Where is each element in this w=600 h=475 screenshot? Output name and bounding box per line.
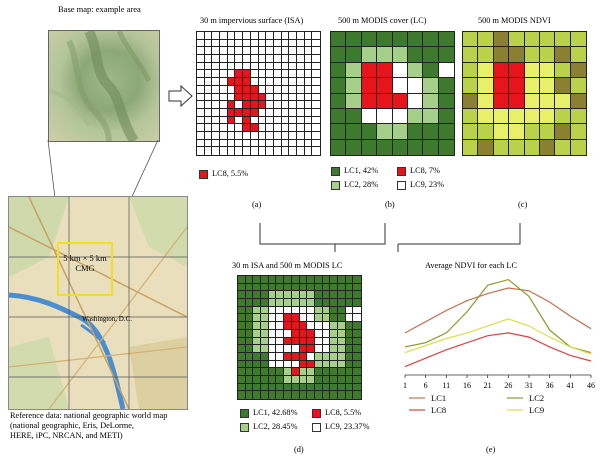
base-map-title: Base map: example area xyxy=(58,4,141,14)
lc8-swatch xyxy=(199,170,208,179)
panel-d-legend-lc9: LC9, 23.37% xyxy=(312,423,369,432)
panel-b-letter: (b) xyxy=(385,200,395,209)
x-tick-label: 26 xyxy=(504,381,512,390)
x-tick-label: 1 xyxy=(403,381,407,390)
panel-b-legend-lc2: LC2, 28% xyxy=(331,181,378,190)
map-features xyxy=(9,197,187,409)
panel-b-title: 500 m MODIS cover (LC) xyxy=(338,16,427,25)
panel-e-letter: (e) xyxy=(486,445,496,454)
series-line-lc2 xyxy=(404,278,592,354)
reference-map xyxy=(8,196,188,410)
x-tick-label: 46 xyxy=(587,381,595,390)
legend-label-lc1: LC1 xyxy=(431,393,446,403)
panel-c-letter: (c) xyxy=(518,200,528,209)
modis-lc-grid xyxy=(330,31,455,156)
city-label: Washington, D.C. xyxy=(82,315,132,323)
terrain-shading xyxy=(49,31,152,141)
panel-d-letter: (d) xyxy=(294,445,304,454)
panel-b-legend-lc1: LC1, 42% xyxy=(331,167,378,176)
cmg-box-label: 5 km × 5 km CMG xyxy=(63,253,107,273)
legend-label-lc2: LC2 xyxy=(529,393,544,403)
panel-a-letter: (a) xyxy=(252,200,262,209)
panel-b-legend-lc8: LC8, 7% xyxy=(397,167,440,176)
legend-label-lc9: LC9 xyxy=(529,405,544,415)
x-tick-label: 31 xyxy=(525,381,533,390)
x-tick-label: 11 xyxy=(442,381,450,390)
ndvi-grid xyxy=(462,31,587,156)
legend-label-lc8: LC8 xyxy=(431,405,446,415)
series-line-lc1 xyxy=(404,287,592,334)
series-line-lc8 xyxy=(404,332,592,368)
panel-c-title: 500 m MODIS NDVI xyxy=(478,16,551,25)
isa-grid xyxy=(196,31,321,156)
x-tick-label: 16 xyxy=(463,381,471,390)
reference-caption: Reference data: national geographic worl… xyxy=(10,411,168,440)
panel-b-legend-lc9: LC9, 23% xyxy=(397,181,444,190)
panel-a-title: 30 m impervious surface (ISA) xyxy=(200,16,304,25)
cmg-box xyxy=(57,242,113,296)
right-arrow-icon xyxy=(168,85,193,107)
x-tick-label: 6 xyxy=(424,381,428,390)
panel-a-legend-item: LC8, 5.5% xyxy=(199,170,248,179)
panel-d-title: 30 m ISA and 500 m MODIS LC xyxy=(232,261,343,270)
x-tick-label: 41 xyxy=(566,381,574,390)
x-tick-label: 21 xyxy=(484,381,492,390)
isa-lc-overlay-grid xyxy=(237,275,362,400)
series-line-lc9 xyxy=(404,318,592,355)
panel-d-legend-lc1: LC1, 42.68% xyxy=(240,409,297,418)
x-tick-label: 36 xyxy=(546,381,554,390)
chart-title: Average NDVI for each LC xyxy=(425,261,517,270)
panel-d-legend-lc8: LC8, 5.5% xyxy=(312,409,361,418)
base-map-thumbnail xyxy=(48,30,160,142)
panel-d-legend-lc2: LC2, 28.45% xyxy=(240,423,297,432)
